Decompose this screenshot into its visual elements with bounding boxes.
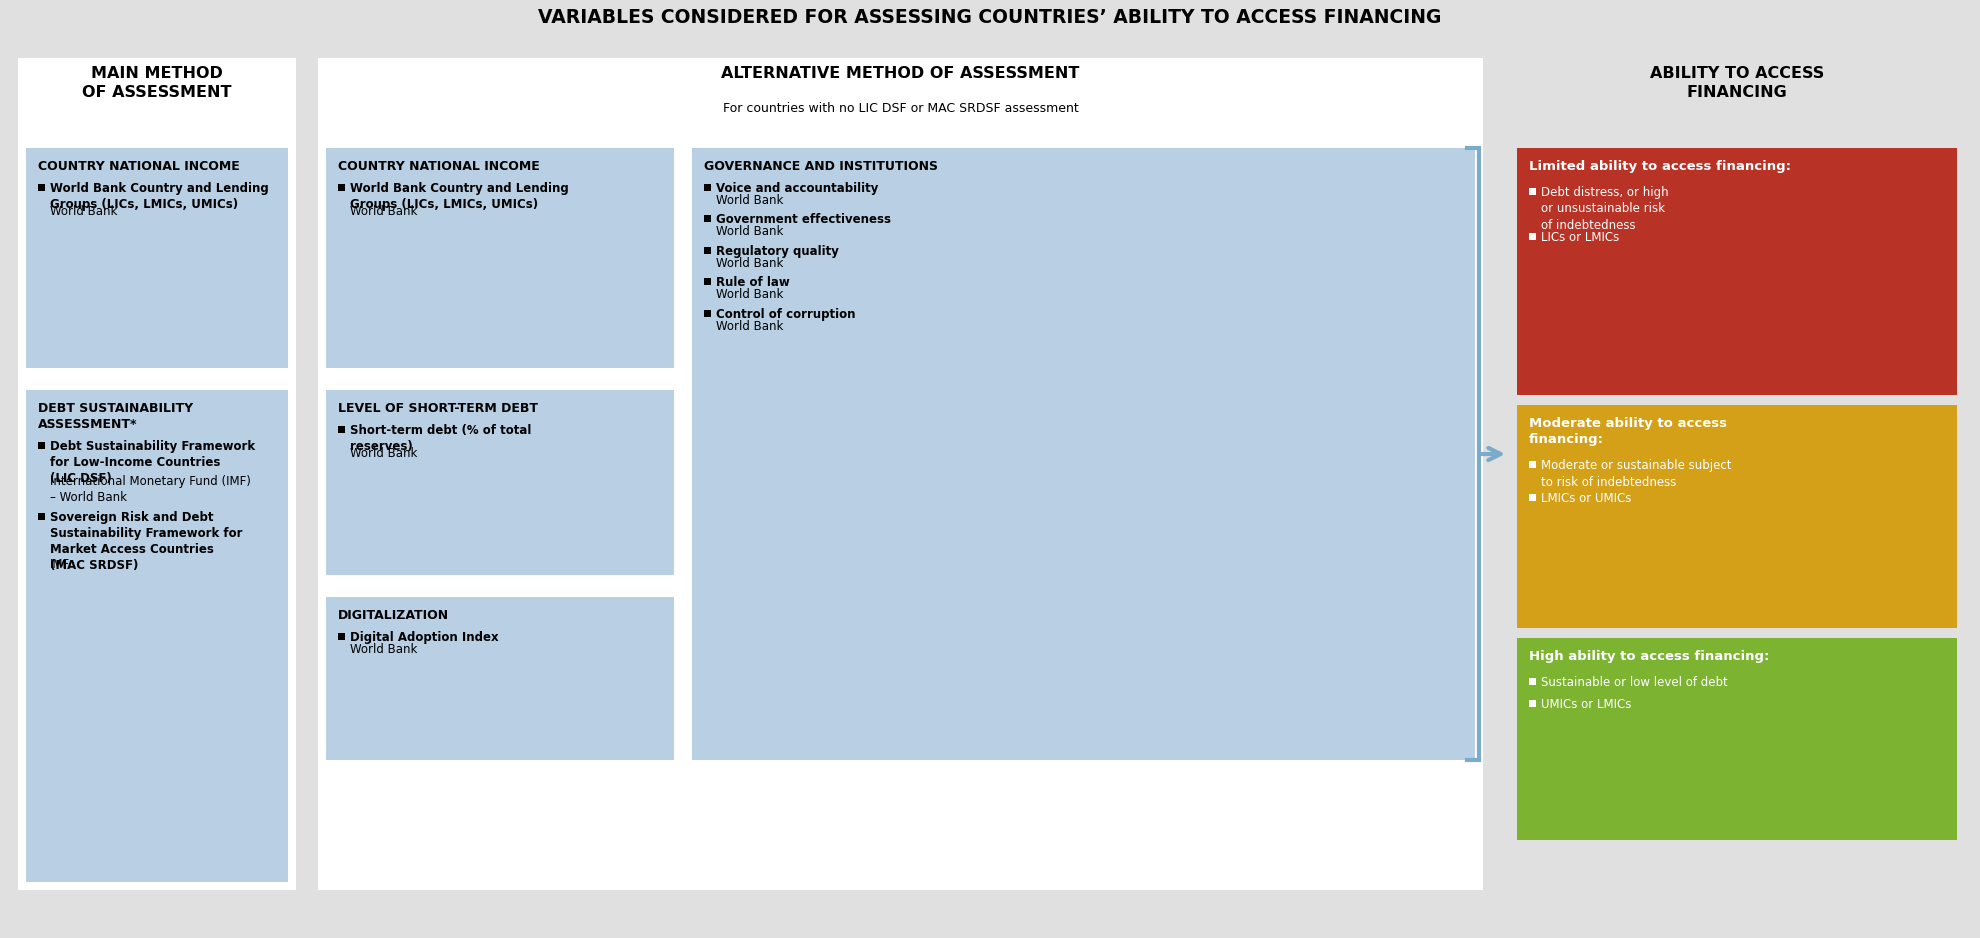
Text: VARIABLES CONSIDERED FOR ASSESSING COUNTRIES’ ABILITY TO ACCESS FINANCING: VARIABLES CONSIDERED FOR ASSESSING COUNT… bbox=[539, 8, 1441, 27]
Text: High ability to access financing:: High ability to access financing: bbox=[1529, 650, 1770, 663]
Bar bbox=[1529, 678, 1536, 685]
Text: World Bank: World Bank bbox=[350, 643, 418, 656]
Text: World Bank Country and Lending
Groups (LICs, LMICs, UMICs): World Bank Country and Lending Groups (L… bbox=[350, 182, 568, 211]
Bar bbox=[327, 597, 673, 760]
Text: DEBT SUSTAINABILITY
ASSESSMENT*: DEBT SUSTAINABILITY ASSESSMENT* bbox=[38, 402, 194, 431]
Text: Moderate ability to access
financing:: Moderate ability to access financing: bbox=[1529, 417, 1727, 446]
Text: Debt Sustainability Framework
for Low-Income Countries
(LIC DSF): Debt Sustainability Framework for Low-In… bbox=[50, 440, 255, 485]
Bar bbox=[691, 148, 1475, 760]
Bar bbox=[1517, 405, 1956, 628]
Bar bbox=[26, 390, 287, 882]
Text: World Bank: World Bank bbox=[717, 194, 784, 206]
Text: World Bank: World Bank bbox=[717, 225, 784, 238]
Bar bbox=[339, 184, 345, 191]
Text: COUNTRY NATIONAL INCOME: COUNTRY NATIONAL INCOME bbox=[38, 160, 240, 173]
Bar bbox=[327, 148, 673, 368]
Text: ABILITY TO ACCESS
FINANCING: ABILITY TO ACCESS FINANCING bbox=[1649, 66, 1824, 100]
Text: World Bank Country and Lending
Groups (LICs, LMICs, UMICs): World Bank Country and Lending Groups (L… bbox=[50, 182, 269, 211]
Text: Moderate or sustainable subject
to risk of indebtedness: Moderate or sustainable subject to risk … bbox=[1540, 459, 1731, 489]
Text: Government effectiveness: Government effectiveness bbox=[717, 214, 891, 226]
Bar bbox=[1529, 494, 1536, 502]
Bar bbox=[1529, 700, 1536, 706]
Bar bbox=[18, 58, 295, 890]
Bar bbox=[705, 279, 711, 285]
Bar bbox=[327, 390, 673, 575]
Text: LEVEL OF SHORT-TERM DEBT: LEVEL OF SHORT-TERM DEBT bbox=[339, 402, 539, 415]
Bar bbox=[339, 633, 345, 640]
Bar bbox=[38, 442, 46, 449]
Text: LMICs or UMICs: LMICs or UMICs bbox=[1540, 492, 1632, 506]
Text: International Monetary Fund (IMF)
– World Bank: International Monetary Fund (IMF) – Worl… bbox=[50, 476, 251, 505]
Text: Regulatory quality: Regulatory quality bbox=[717, 245, 840, 258]
Bar bbox=[705, 184, 711, 191]
Bar bbox=[1517, 148, 1956, 395]
Bar bbox=[339, 426, 345, 433]
Text: Debt distress, or high
or unsustainable risk
of indebtedness: Debt distress, or high or unsustainable … bbox=[1540, 186, 1669, 232]
Bar bbox=[1529, 234, 1536, 240]
Text: Sustainable or low level of debt: Sustainable or low level of debt bbox=[1540, 676, 1729, 689]
Bar bbox=[319, 58, 1483, 890]
Text: COUNTRY NATIONAL INCOME: COUNTRY NATIONAL INCOME bbox=[339, 160, 541, 173]
Bar bbox=[38, 184, 46, 191]
Bar bbox=[1517, 638, 1956, 840]
Text: For countries with no LIC DSF or MAC SRDSF assessment: For countries with no LIC DSF or MAC SRD… bbox=[723, 102, 1079, 115]
Bar bbox=[705, 310, 711, 317]
Text: Digital Adoption Index: Digital Adoption Index bbox=[350, 631, 499, 644]
Bar bbox=[1529, 461, 1536, 468]
Text: World Bank: World Bank bbox=[350, 205, 418, 219]
Text: GOVERNANCE AND INSTITUTIONS: GOVERNANCE AND INSTITUTIONS bbox=[705, 160, 939, 173]
Text: World Bank: World Bank bbox=[50, 205, 117, 219]
Bar bbox=[1529, 188, 1536, 195]
Text: Rule of law: Rule of law bbox=[717, 277, 790, 290]
Text: UMICs or LMICs: UMICs or LMICs bbox=[1540, 698, 1632, 711]
Text: Control of corruption: Control of corruption bbox=[717, 308, 855, 321]
Text: MAIN METHOD
OF ASSESSMENT: MAIN METHOD OF ASSESSMENT bbox=[83, 66, 232, 100]
Text: Short-term debt (% of total
reserves): Short-term debt (% of total reserves) bbox=[350, 424, 531, 453]
Bar bbox=[705, 247, 711, 254]
Bar bbox=[26, 148, 287, 368]
Text: Limited ability to access financing:: Limited ability to access financing: bbox=[1529, 160, 1792, 173]
Text: World Bank: World Bank bbox=[717, 320, 784, 333]
Text: DIGITALIZATION: DIGITALIZATION bbox=[339, 609, 449, 622]
Text: IMF: IMF bbox=[50, 557, 69, 570]
Text: World Bank: World Bank bbox=[717, 288, 784, 301]
Bar bbox=[38, 513, 46, 520]
Text: LICs or LMICs: LICs or LMICs bbox=[1540, 231, 1620, 244]
Text: Sovereign Risk and Debt
Sustainability Framework for
Market Access Countries
(MA: Sovereign Risk and Debt Sustainability F… bbox=[50, 510, 242, 571]
Text: World Bank: World Bank bbox=[350, 447, 418, 461]
Text: World Bank: World Bank bbox=[717, 257, 784, 269]
Text: ALTERNATIVE METHOD OF ASSESSMENT: ALTERNATIVE METHOD OF ASSESSMENT bbox=[721, 66, 1079, 81]
Bar bbox=[705, 216, 711, 222]
Text: Voice and accountability: Voice and accountability bbox=[717, 182, 879, 195]
